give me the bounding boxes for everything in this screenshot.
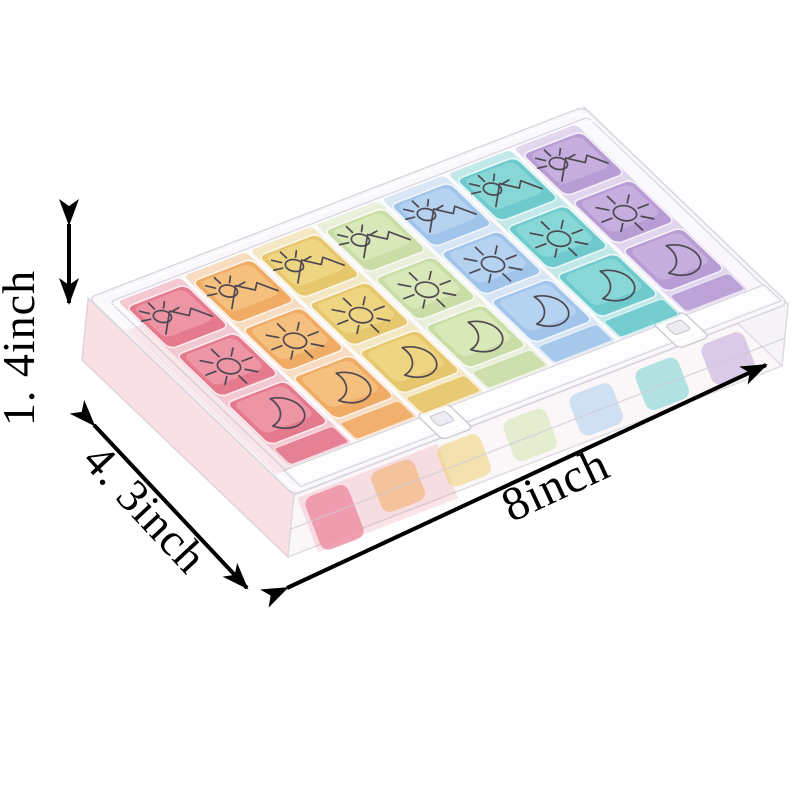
sunrise-icon [328,213,410,261]
pill-lid-day5-noon [440,230,543,295]
pill-lid-day4-night [424,304,527,369]
sunrise-icon [130,289,212,337]
sun-icon [518,213,599,264]
sunrise-icon [526,136,608,184]
day-column-5 [382,175,616,364]
day-column-6 [448,150,682,339]
moon-icon [450,316,512,356]
day-column-7 [514,124,748,313]
top-face-left-glow [125,324,293,475]
pill-lid-day4-noon [374,256,477,321]
sun-icon [320,289,401,340]
pill-lid-day3-morning [258,233,361,298]
pill-lid-day1-morning [126,284,229,349]
width-arrow [260,363,768,608]
pill-lid-day1-noon [176,332,279,397]
pill-lid-day4-morning [324,208,427,273]
depth-arrow [69,399,249,590]
sun-icon [452,238,533,289]
pill-lid-day6-noon [506,205,609,270]
front-lid-edge-day6 [603,298,679,337]
pill-lid-day7-morning [522,131,625,196]
pill-lid-day5-morning [390,182,493,247]
pill-lid-day2-morning [192,259,295,324]
front-lid-edge-day7 [669,273,745,312]
sun-icon [188,340,269,391]
pill-lid-day5-night [490,278,593,343]
pill-lid-day7-night [622,227,725,292]
lid-grid [89,107,791,497]
sunrise-icon [262,238,344,286]
moon-icon [648,240,710,280]
moon-icon [582,265,644,305]
pill-lid-day6-morning [456,157,559,222]
moon-icon [516,291,578,331]
sunrise-icon [460,162,542,210]
sun-icon [584,187,665,238]
pill-lid-day2-noon [242,307,345,372]
sun-icon [254,315,335,366]
sunrise-icon [394,187,476,235]
front-lid-edge-day5 [537,324,613,363]
sun-icon [386,264,467,315]
pill-lid-day3-noon [308,281,411,346]
pill-lid-day7-noon [572,179,675,244]
pill-lid-day6-night [556,253,659,318]
lid-hinge-line [113,120,593,306]
height-label: 1. 4inch [0,270,44,426]
sunrise-icon [196,264,278,312]
